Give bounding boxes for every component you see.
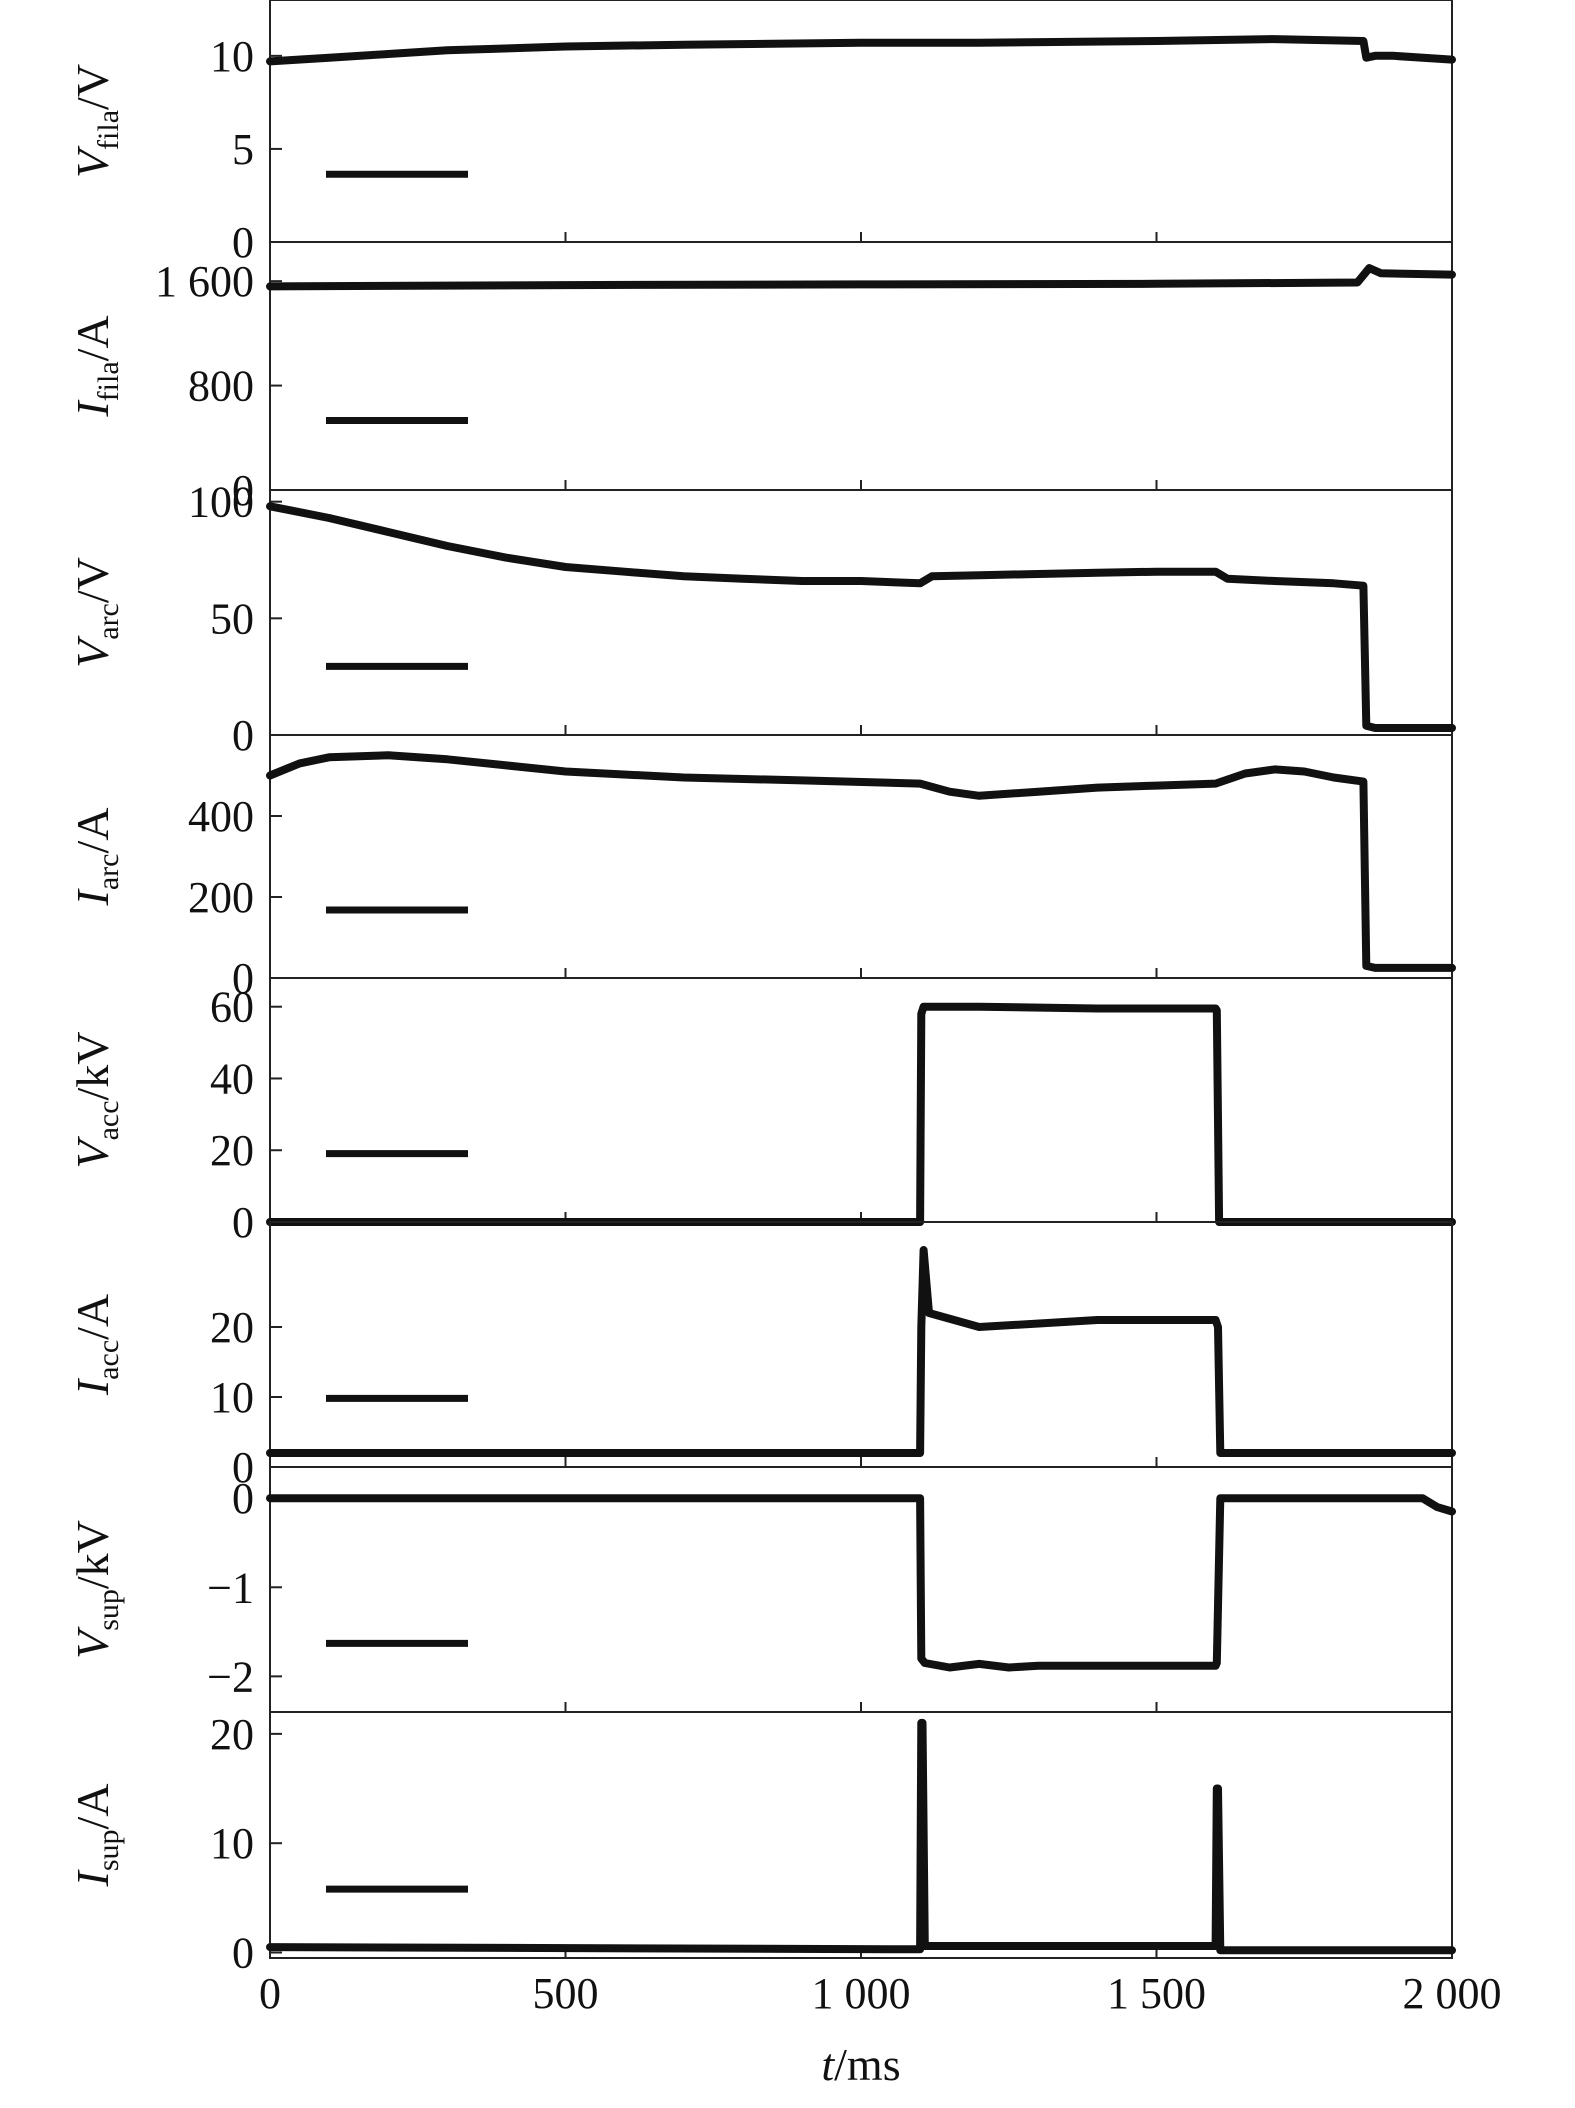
x-tick-label: 2 000 [1403, 1969, 1502, 2018]
y-tick-label: 200 [188, 873, 254, 922]
series-line [266, 1494, 1456, 1672]
panel-1: 0 5 10 Vfila/V [67, 0, 1456, 267]
panel-4: 0 200 400 Iarc/A [67, 734, 1456, 1003]
x-axis: 0 500 1 000 1 500 2 000 t/ms [259, 1969, 1502, 2090]
y-axis-label-subscript: fila [92, 110, 125, 150]
y-tick-label: 60 [210, 983, 254, 1032]
panel-3: 0 50 100 Varc/V [67, 478, 1456, 760]
y-tick-label: 100 [188, 478, 254, 527]
series-line [266, 35, 1456, 66]
y-tick-label: 0 [232, 711, 254, 760]
y-tick-label: 10 [210, 32, 254, 81]
y-tick-label: 0 [232, 466, 254, 515]
y-axis-label-symbol: I [67, 887, 118, 906]
y-axis-label-symbol: V [67, 1136, 118, 1169]
y-axis-label: Vacc/kV [67, 1031, 125, 1168]
panel-7: −2 −1 0 Vsup/kV [67, 1466, 1456, 1713]
y-axis-label-subscript: acc [92, 1340, 125, 1380]
y-tick-label: 0 [232, 1198, 254, 1247]
panel-frame [269, 489, 1453, 736]
y-tick-label: 20 [210, 1126, 254, 1175]
y-axis-label-subscript: sup [92, 1589, 125, 1631]
panel-frame [269, 1221, 1453, 1468]
y-tick-label: 20 [210, 1303, 254, 1352]
x-tick-label: 1 000 [812, 1969, 911, 2018]
panel-2: 0 800 1 600 Ifila/A [67, 241, 1456, 515]
series-line [266, 751, 1456, 972]
y-tick-label: 400 [188, 792, 254, 841]
y-tick-label: 10 [210, 1373, 254, 1422]
y-tick-label: −1 [207, 1563, 254, 1612]
y-axis-label-unit: /V [67, 64, 118, 110]
y-axis-label-unit: /A [67, 1294, 118, 1340]
y-axis-label-unit: /A [67, 1783, 118, 1829]
y-tick-label: 0 [232, 218, 254, 267]
x-tick-label: 500 [533, 1969, 599, 2018]
y-axis-label-subscript: acc [92, 1100, 125, 1140]
y-axis-label-symbol: I [67, 1869, 118, 1888]
y-axis-label: Varc/V [67, 557, 125, 668]
series-line [266, 1718, 1456, 1955]
series-line [266, 1246, 1456, 1457]
series-line [266, 1002, 1456, 1226]
y-axis-label-symbol: V [67, 145, 118, 178]
y-axis-label-symbol: V [67, 1626, 118, 1659]
y-tick-label: 10 [210, 1819, 254, 1868]
y-tick-label: 1 600 [155, 257, 254, 306]
y-axis-label-unit: /kV [67, 1031, 118, 1100]
x-tick-label: 0 [259, 1969, 281, 2018]
y-axis-label-subscript: sup [92, 1829, 125, 1871]
y-axis-label-unit: /V [67, 557, 118, 603]
panel-frame [269, 1711, 1453, 1959]
y-axis-label-symbol: V [67, 635, 118, 668]
x-axis-label-unit: /ms [834, 2039, 900, 2090]
panel-6: 0 10 20 Iacc/A [67, 1221, 1456, 1492]
y-tick-label: 40 [210, 1054, 254, 1103]
x-axis-label-symbol: t [821, 2039, 835, 2090]
y-axis-label: Vsup/kV [67, 1520, 125, 1659]
x-tick-label: 1 500 [1107, 1969, 1206, 2018]
y-tick-label: 0 [232, 1929, 254, 1978]
y-axis-label: Vfila/V [67, 64, 125, 178]
y-axis-label-subscript: arc [92, 603, 125, 640]
panel-frame [269, 977, 1453, 1223]
y-tick-label: 0 [232, 1443, 254, 1492]
panel-5: 0 20 40 60 Vacc/kV [67, 977, 1456, 1247]
y-axis-label-subscript: fila [92, 361, 125, 401]
y-tick-label: 0 [232, 954, 254, 1003]
y-tick-label: 5 [232, 125, 254, 174]
y-axis-label: Isup/A [67, 1783, 125, 1887]
series-line [266, 502, 1456, 732]
panel-frame [269, 1466, 1453, 1713]
y-axis-label-symbol: I [67, 399, 118, 418]
y-axis-label-subscript: arc [92, 854, 125, 891]
x-axis-label: t/ms [821, 2039, 900, 2090]
y-axis-label-unit: /kV [67, 1520, 118, 1589]
y-tick-label: 20 [210, 1710, 254, 1759]
y-axis-label-unit: /A [67, 315, 118, 361]
y-tick-label: 800 [188, 362, 254, 411]
series-line [266, 264, 1456, 291]
y-axis-label: Iarc/A [67, 808, 125, 907]
y-tick-label: −2 [207, 1652, 254, 1701]
y-axis-label: Iacc/A [67, 1294, 125, 1396]
y-axis-label-unit: /A [67, 808, 118, 854]
y-tick-label: 0 [232, 1474, 254, 1523]
y-axis-label: Ifila/A [67, 315, 125, 417]
y-axis-label-symbol: I [67, 1377, 118, 1396]
panel-8: 0 10 20 Isup/A [67, 1710, 1456, 1978]
y-tick-label: 50 [210, 594, 254, 643]
